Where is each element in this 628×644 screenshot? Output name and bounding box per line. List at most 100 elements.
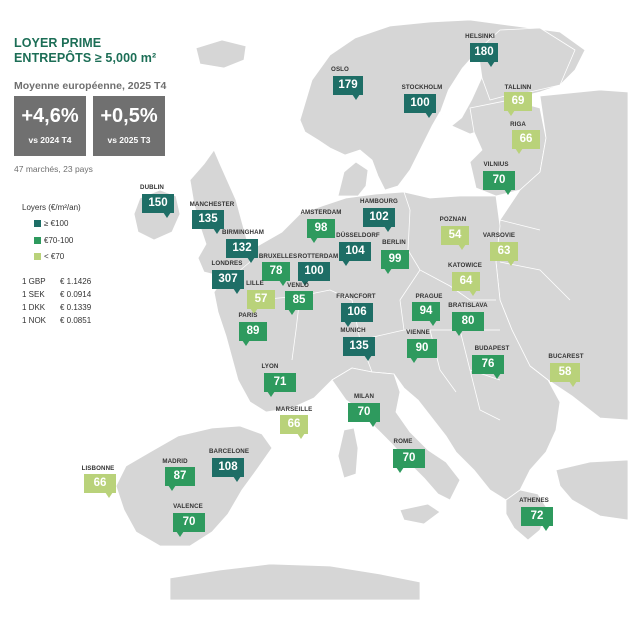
city-label-dublin: DUBLIN bbox=[140, 184, 164, 191]
rent-marker-pointer-dusseldorf bbox=[342, 260, 350, 266]
rent-value-stockholm: 100 bbox=[410, 97, 430, 109]
gulf-of-bothnia bbox=[440, 50, 490, 126]
rent-marker-lyon: 71 bbox=[264, 373, 296, 397]
city-label-lisbonne: LISBONNE bbox=[81, 465, 115, 472]
rent-value-poznan: 54 bbox=[448, 229, 462, 241]
rent-marker-pointer-lyon bbox=[267, 391, 275, 397]
rent-marker-tallinn: 69 bbox=[504, 92, 532, 116]
rent-marker-pointer-prague bbox=[429, 320, 437, 326]
rent-value-lille: 57 bbox=[254, 293, 268, 305]
city-label-tallinn: TALLINN bbox=[504, 84, 532, 91]
city-label-bruxelles: BRUXELLES bbox=[258, 253, 298, 260]
city-label-paris: PARIS bbox=[238, 312, 258, 319]
rent-value-bratislava: 80 bbox=[461, 315, 475, 327]
rent-marker-pointer-amsterdam bbox=[310, 237, 318, 243]
rent-value-helsinki: 180 bbox=[474, 46, 494, 58]
legend-swatch-low bbox=[34, 253, 41, 260]
rent-marker-marseille: 66 bbox=[280, 415, 308, 439]
kpi-qoq-label: vs 2025 T3 bbox=[107, 135, 151, 145]
rent-marker-pointer-vienne bbox=[410, 357, 418, 363]
rent-value-paris: 89 bbox=[246, 325, 260, 337]
rent-marker-pointer-valence bbox=[176, 531, 184, 537]
city-label-prague: PRAGUE bbox=[415, 293, 443, 300]
market-count: 47 marchés, 23 pays bbox=[14, 164, 93, 174]
denmark-landmass bbox=[337, 161, 369, 197]
rent-marker-rome: 70 bbox=[393, 449, 425, 473]
city-label-varsovie: VARSOVIE bbox=[482, 232, 516, 239]
city-label-rome: ROME bbox=[393, 438, 413, 445]
city-label-marseille: MARSEILLE bbox=[275, 406, 313, 413]
rent-value-athenes: 72 bbox=[530, 510, 544, 522]
rent-marker-amsterdam: 98 bbox=[307, 219, 335, 243]
city-label-barcelone: BARCELONE bbox=[208, 448, 250, 455]
city-label-amsterdam: AMSTERDAM bbox=[300, 209, 342, 216]
rent-value-hambourg: 102 bbox=[369, 211, 389, 223]
city-label-venlo: VENLO bbox=[287, 282, 309, 289]
rent-value-venlo: 85 bbox=[292, 294, 306, 306]
rent-marker-pointer-varsovie bbox=[507, 260, 515, 266]
city-label-bratislava: BRATISLAVA bbox=[448, 302, 488, 309]
rent-marker-dublin: 150 bbox=[142, 194, 174, 218]
city-label-lyon: LYON bbox=[261, 363, 279, 370]
city-label-vilnius: VILNIUS bbox=[483, 161, 509, 168]
rent-value-bucarest: 58 bbox=[558, 366, 572, 378]
rent-marker-pointer-bratislava bbox=[455, 330, 463, 336]
rent-marker-pointer-marseille bbox=[297, 433, 305, 439]
legend-label-high: ≥ €100 bbox=[44, 219, 69, 228]
legend-swatch-mid bbox=[34, 237, 41, 244]
rent-marker-pointer-munich bbox=[364, 355, 372, 361]
city-label-stockholm: STOCKHOLM bbox=[401, 84, 443, 91]
rent-value-oslo: 179 bbox=[338, 79, 358, 91]
city-label-bucarest: BUCAREST bbox=[548, 353, 584, 360]
rent-value-berlin: 99 bbox=[388, 253, 402, 265]
rent-marker-poznan: 54 bbox=[441, 226, 469, 250]
rent-marker-pointer-poznan bbox=[458, 244, 466, 250]
city-label-athenes: ATHENES bbox=[519, 497, 549, 504]
rent-marker-stockholm: 100 bbox=[404, 94, 436, 118]
kpi-yoy: +4,6% vs 2024 T4 bbox=[14, 96, 86, 156]
rent-value-rome: 70 bbox=[402, 452, 416, 464]
rent-marker-pointer-barcelone bbox=[233, 476, 241, 482]
rent-value-marseille: 66 bbox=[287, 418, 301, 430]
legend-title: Loyers (€/m²/an) bbox=[22, 203, 81, 212]
rent-marker-manchester: 135 bbox=[192, 210, 224, 234]
rent-value-birmingham: 132 bbox=[232, 242, 252, 254]
city-label-madrid: MADRID bbox=[162, 458, 188, 465]
rent-marker-pointer-berlin bbox=[384, 268, 392, 274]
rent-value-riga: 66 bbox=[519, 133, 533, 145]
fx-sek: 1 SEK € 0.0914 bbox=[22, 290, 91, 300]
rent-value-lyon: 71 bbox=[273, 376, 287, 388]
rent-marker-pointer-oslo bbox=[352, 94, 360, 100]
turkey-landmass bbox=[555, 459, 628, 521]
rent-value-lisbonne: 66 bbox=[93, 477, 107, 489]
rent-marker-pointer-riga bbox=[515, 148, 523, 154]
rent-value-rotterdam: 100 bbox=[304, 265, 324, 277]
rent-value-manchester: 135 bbox=[198, 213, 218, 225]
rent-marker-riga: 66 bbox=[512, 130, 540, 154]
fx-dkk-currency: 1 DKK bbox=[22, 303, 46, 312]
rent-value-katowice: 64 bbox=[459, 275, 473, 287]
subtitle: Moyenne européenne, 2025 T4 bbox=[14, 80, 167, 92]
rent-marker-varsovie: 63 bbox=[490, 242, 518, 266]
rent-marker-valence: 70 bbox=[173, 513, 205, 537]
rent-value-vienne: 90 bbox=[415, 342, 429, 354]
north-africa-landmass bbox=[169, 563, 421, 601]
city-label-francfort: FRANCFORT bbox=[336, 293, 376, 300]
rent-marker-pointer-madrid bbox=[168, 485, 176, 491]
rent-marker-budapest: 76 bbox=[472, 355, 504, 379]
city-label-poznan: POZNAN bbox=[439, 216, 467, 223]
rent-marker-berlin: 99 bbox=[381, 250, 409, 274]
rent-marker-pointer-manchester bbox=[213, 228, 221, 234]
city-label-valence: VALENCE bbox=[173, 503, 203, 510]
kpi-yoy-value: +4,6% bbox=[21, 105, 79, 127]
rent-marker-pointer-stockholm bbox=[425, 112, 433, 118]
rent-marker-pointer-helsinki bbox=[487, 61, 495, 67]
rent-marker-birmingham: 132 bbox=[226, 239, 258, 263]
city-label-londres: LONDRES bbox=[211, 260, 243, 267]
rent-value-vilnius: 70 bbox=[492, 174, 506, 186]
legend-swatch-high bbox=[34, 220, 41, 227]
city-label-lille: LILLE bbox=[246, 280, 264, 287]
rent-marker-pointer-milan bbox=[369, 421, 377, 427]
legend-label-low: < €70 bbox=[44, 252, 65, 261]
rent-marker-madrid: 87 bbox=[165, 467, 195, 491]
